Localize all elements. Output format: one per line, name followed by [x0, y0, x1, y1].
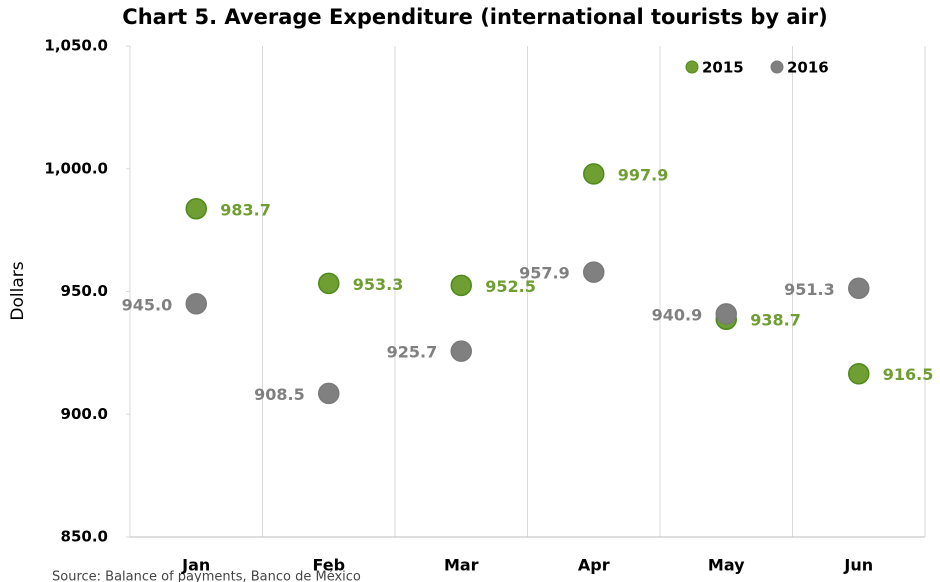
data-label: 940.9 [652, 305, 703, 324]
legend-label: 2016 [787, 59, 829, 77]
data-point [583, 163, 605, 185]
x-tick-label: Apr [578, 556, 610, 575]
y-tick-label: 1,050.0 [44, 37, 108, 55]
legend-label: 2015 [702, 59, 744, 77]
data-label: 957.9 [519, 264, 570, 283]
data-label: 953.3 [353, 275, 404, 294]
data-point [318, 382, 340, 405]
y-tick-label: 900.0 [61, 405, 108, 423]
data-point [715, 303, 737, 325]
data-point [185, 293, 207, 315]
data-label: 938.7 [750, 311, 801, 330]
x-tick-label: Jun [843, 556, 873, 575]
data-label: 945.0 [122, 295, 173, 314]
legend-marker [685, 60, 699, 74]
y-tick-label: 850.0 [61, 528, 108, 546]
source-note: Source: Balance of payments, Banco de Mé… [52, 570, 361, 582]
data-point [450, 274, 472, 297]
data-point [185, 198, 207, 220]
data-label: 908.5 [254, 385, 305, 404]
y-tick-label: 1,000.0 [44, 159, 108, 177]
chart-title: Chart 5. Average Expenditure (internatio… [122, 5, 827, 29]
data-label: 952.5 [485, 277, 536, 296]
data-label: 951.3 [784, 280, 835, 299]
data-label: 925.7 [387, 343, 438, 362]
data-point [318, 272, 340, 295]
y-axis-label: Dollars [8, 261, 28, 320]
data-point [848, 277, 870, 300]
data-label: 997.9 [618, 165, 669, 184]
data-point [848, 362, 870, 385]
x-tick-label: Mar [444, 556, 479, 575]
data-label: 916.5 [883, 365, 934, 384]
legend-marker [770, 60, 784, 74]
x-tick-label: Jan [181, 556, 210, 575]
x-tick-label: May [708, 556, 745, 575]
x-tick-label: Feb [312, 556, 345, 575]
y-tick-label: 950.0 [61, 282, 108, 300]
data-label: 983.7 [220, 200, 271, 219]
data-point [450, 340, 472, 362]
data-point [583, 261, 605, 283]
